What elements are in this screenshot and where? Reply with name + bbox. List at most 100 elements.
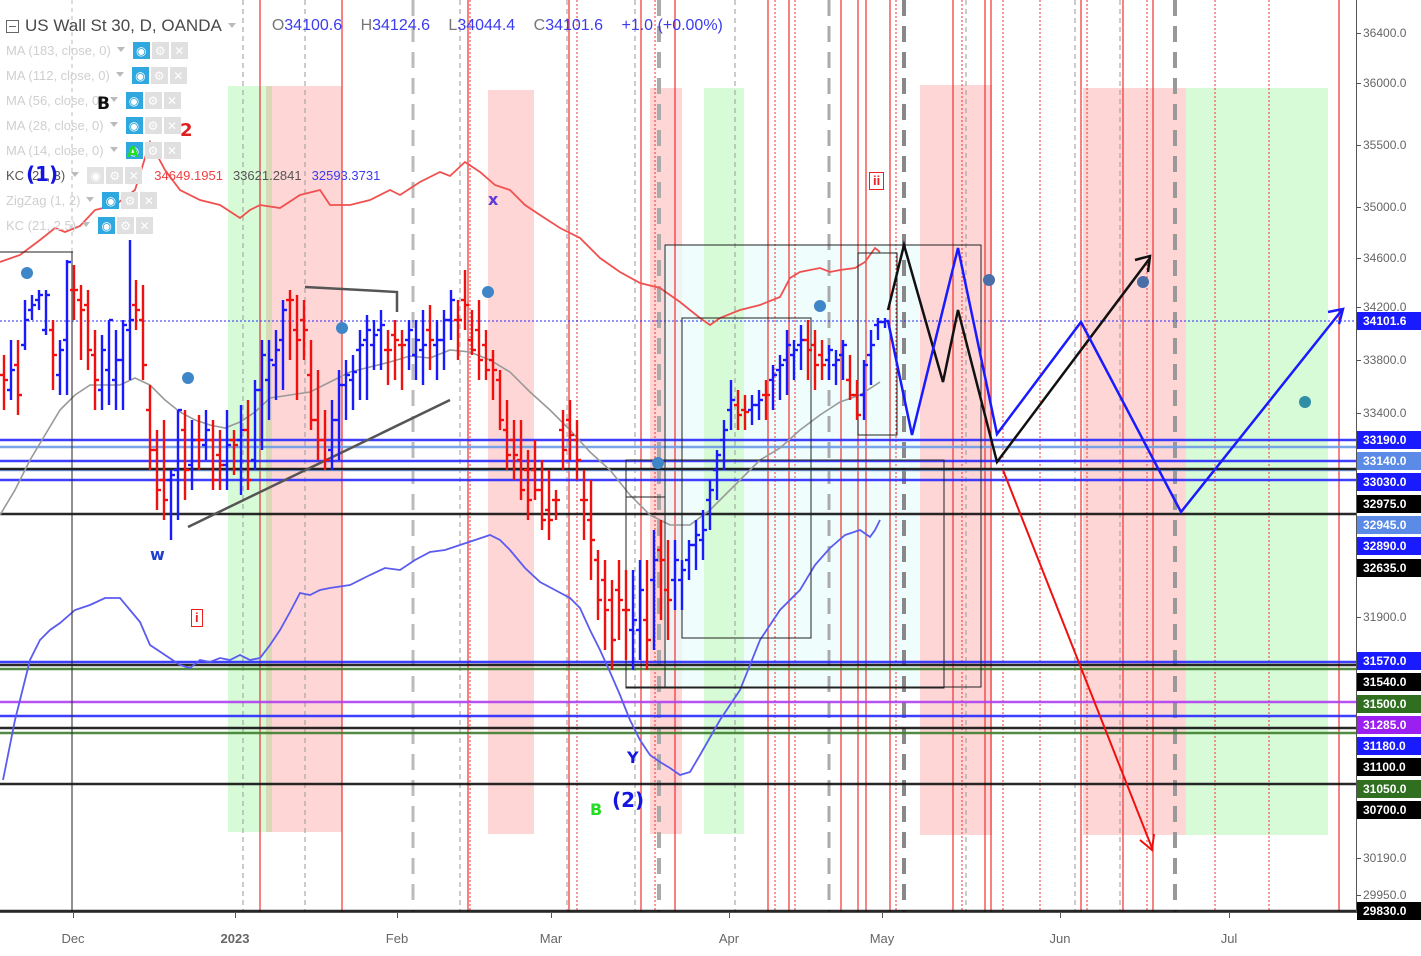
indicator-label[interactable]: MA (112, close, 0) (6, 68, 110, 83)
price-level-tag: 32635.0 (1357, 559, 1421, 577)
indicator-row[interactable]: MA (112, close, 0) ◉ ⚙ ✕ (6, 63, 723, 88)
triangle-upper-line (304, 285, 399, 312)
time-tick-mark (1229, 913, 1230, 918)
price-tick: 31900.0 (1357, 610, 1421, 624)
indicator-label[interactable]: MA (14, close, 0) (6, 143, 104, 158)
time-label: Dec (61, 931, 85, 946)
close-icon[interactable]: ✕ (140, 192, 158, 209)
open-value: 34100.6 (284, 17, 343, 34)
eye-icon[interactable]: ◉ (125, 142, 143, 159)
close-icon[interactable]: ✕ (125, 167, 143, 184)
range-box-2 (664, 244, 982, 688)
indicator-row[interactable]: MA (28, close, 0) ◉ ⚙ ✕ (6, 113, 723, 138)
time-tick-mark (73, 913, 74, 918)
projection-paths (886, 240, 1345, 852)
vertical-time-lines (71, 0, 1340, 912)
caret-down-icon[interactable] (109, 122, 118, 127)
price-level-tag: 31285.0 (1357, 716, 1421, 734)
range-box-3 (681, 317, 812, 639)
price-level-tag: 34101.6 (1357, 312, 1421, 330)
symbol-title[interactable]: US Wall St 30, D, OANDA (25, 16, 222, 35)
projection-red (1002, 469, 1153, 849)
indicator-label[interactable]: MA (28, close, 0) (6, 118, 104, 133)
wave-label: Y (627, 748, 639, 767)
wave-box-label: ii (869, 172, 885, 190)
close-icon[interactable]: ✕ (169, 67, 187, 84)
gear-icon[interactable]: ⚙ (144, 142, 162, 159)
indicator-label[interactable]: KC (21, 3) (6, 168, 66, 183)
caret-down-icon[interactable] (227, 22, 236, 28)
caret-down-icon[interactable] (71, 172, 80, 177)
indicator-list: MA (183, close, 0) ◉ ⚙ ✕ MA (112, close, 0) ◉… (6, 38, 723, 238)
time-label: Jun (1049, 931, 1071, 946)
price-level-tag: 32945.0 (1357, 516, 1421, 534)
price-tick: 29950.0 (1357, 888, 1421, 902)
caret-down-icon[interactable] (82, 222, 91, 227)
gear-icon[interactable]: ⚙ (117, 217, 135, 234)
caret-down-icon[interactable] (116, 47, 125, 52)
triangle-lower-line (187, 398, 451, 529)
price-level-tag: 31540.0 (1357, 673, 1421, 691)
cycle-dots (21, 267, 1311, 469)
gear-icon[interactable]: ⚙ (144, 117, 162, 134)
price-tick: 34600.0 (1357, 251, 1421, 265)
eye-icon[interactable]: ◉ (98, 217, 116, 234)
price-level-tag: 31100.0 (1357, 758, 1421, 776)
eye-icon[interactable]: ◉ (132, 42, 150, 59)
eye-icon[interactable]: ◉ (102, 192, 120, 209)
price-level-tag: 33190.0 (1357, 431, 1421, 449)
caret-down-icon[interactable] (86, 197, 95, 202)
indicator-label[interactable]: KC (21, 2.5) (6, 218, 77, 233)
collapse-legend-button[interactable] (6, 19, 19, 33)
indicator-row[interactable]: ZigZag (1, 2) ◉ ⚙ ✕ (6, 188, 723, 213)
indicator-label[interactable]: MA (183, close, 0) (6, 43, 111, 58)
time-tick-mark (882, 913, 883, 918)
indicator-row[interactable]: MA (14, close, 0) ◉ ⚙ ✕ (6, 138, 723, 163)
projection-blue (886, 247, 1343, 515)
time-tick-mark (551, 913, 552, 918)
wave-label: A (127, 143, 139, 161)
indicator-row[interactable]: KC (21, 3) ◉ ⚙ ✕ 34649.1951 33621.2841 32593.3… (6, 163, 723, 188)
eye-icon[interactable]: ◉ (125, 92, 143, 109)
close-icon[interactable]: ✕ (136, 217, 154, 234)
indicator-value: 32593.3731 (311, 168, 381, 183)
caret-down-icon[interactable] (109, 147, 118, 152)
time-label: 2023 (220, 931, 250, 946)
close-icon[interactable]: ✕ (170, 42, 188, 59)
gear-icon[interactable]: ⚙ (151, 42, 169, 59)
price-level-tag: 31500.0 (1357, 695, 1421, 713)
high-value: 34124.6 (372, 17, 430, 34)
gear-icon[interactable]: ⚙ (106, 167, 124, 184)
projection-blue-arrowhead (1327, 307, 1345, 325)
price-level-tag: 33140.0 (1357, 452, 1421, 470)
low-label: L (448, 17, 458, 34)
close-icon[interactable]: ✕ (163, 92, 181, 109)
symbol-row: US Wall St 30, D, OANDA O34100.6 H34124.… (6, 14, 723, 38)
price-level-tag: 29830.0 (1357, 902, 1421, 920)
indicator-row[interactable]: KC (21, 2.5) ◉ ⚙ ✕ (6, 213, 723, 238)
wave-label: w (150, 545, 165, 564)
price-axis[interactable] (1356, 0, 1421, 912)
eye-icon[interactable]: ◉ (87, 167, 105, 184)
indicator-row[interactable]: MA (183, close, 0) ◉ ⚙ ✕ (6, 38, 723, 63)
gear-icon[interactable]: ⚙ (121, 192, 139, 209)
indicator-label[interactable]: ZigZag (1, 2) (6, 193, 81, 208)
eye-icon[interactable]: ◉ (131, 67, 149, 84)
time-label: Jul (1220, 931, 1238, 946)
close-icon[interactable]: ✕ (163, 117, 181, 134)
caret-down-icon[interactable] (109, 97, 118, 102)
projection-black (886, 240, 1151, 465)
caret-down-icon[interactable] (115, 72, 124, 77)
price-level-tag: 32975.0 (1357, 495, 1421, 513)
price-tick: 36000.0 (1357, 76, 1421, 90)
gear-icon[interactable]: ⚙ (144, 92, 162, 109)
indicator-label[interactable]: MA (56, close, 0) (6, 93, 104, 108)
close-icon[interactable]: ✕ (163, 142, 181, 159)
gear-icon[interactable]: ⚙ (150, 67, 168, 84)
indicator-row[interactable]: MA (56, close, 0) ◉ ⚙ ✕ (6, 88, 723, 113)
eye-icon[interactable]: ◉ (125, 117, 143, 134)
time-tick-mark (729, 913, 730, 918)
high-label: H (360, 17, 373, 34)
time-axis[interactable]: Dec 2023 Feb Mar Apr May Jun Jul (0, 912, 1357, 956)
